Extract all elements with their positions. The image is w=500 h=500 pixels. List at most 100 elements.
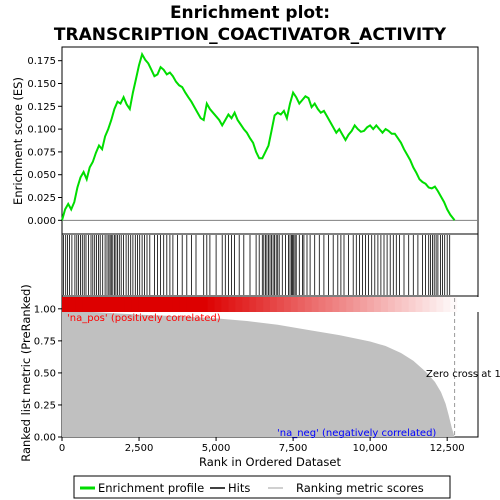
rank-gradient-segment (380, 297, 389, 312)
rank-gradient-segment (450, 297, 458, 312)
rank-gradient-segment (471, 297, 479, 312)
metric-tick-label: 1.00 (34, 304, 56, 315)
x-axis-label: Rank in Ordered Dataset (199, 455, 342, 469)
rank-gradient-segment (415, 297, 423, 312)
rank-gradient-segment (443, 297, 451, 312)
rank-gradient-segment (75, 297, 84, 312)
rank-gradient-segment (179, 297, 188, 312)
rank-gradient-segment (270, 297, 278, 312)
metric-tick-label: 0.25 (34, 400, 56, 411)
rank-gradient-segment (346, 297, 354, 312)
rank-gradient-segment (353, 297, 361, 312)
rank-gradient-segment (387, 297, 396, 312)
legend-hits-label: Hits (228, 481, 250, 495)
metric-tick-label: 0.50 (34, 368, 56, 379)
rank-gradient-segment (68, 297, 77, 312)
legend-metric-label: Ranking metric scores (296, 481, 424, 495)
rank-gradient-segment (62, 297, 70, 312)
rank-gradient-segment (200, 297, 209, 312)
metric-tick-label: 0.00 (34, 433, 56, 444)
rank-gradient-segment (145, 297, 153, 312)
rank-gradient-segment (242, 297, 250, 312)
rank-gradient-bar (62, 297, 479, 312)
rank-gradient-segment (263, 297, 271, 312)
rank-gradient-segment (193, 297, 202, 312)
rank-gradient-segment (124, 297, 132, 312)
rank-gradient-segment (429, 297, 437, 312)
rank-gradient-segment (207, 297, 215, 312)
rank-gradient-segment (401, 297, 410, 312)
rank-gradient-segment (318, 297, 326, 312)
rank-gradient-segment (367, 297, 375, 312)
rank-gradient-segment (221, 297, 229, 312)
neg-correlated-label: 'na_neg' (negatively correlated) (277, 428, 436, 439)
metric-axis-ticks: 0.00 0.25 0.50 0.75 1.00 (34, 304, 62, 444)
rank-gradient-segment (152, 297, 160, 312)
x-tick-label: 2,500 (125, 443, 154, 454)
es-line (61, 51, 456, 221)
x-tick-label: 10,000 (353, 443, 388, 454)
rank-gradient-segment (290, 297, 299, 312)
rank-gradient-segment (339, 297, 347, 312)
rank-gradient-segment (408, 297, 417, 312)
es-tick-label: 0.050 (27, 170, 56, 181)
rank-gradient-segment (117, 297, 125, 312)
rank-gradient-segment (422, 297, 430, 312)
x-tick-label: 7,500 (279, 443, 308, 454)
x-axis-ticks: 0 2,500 5,000 7,500 10,000 12,500 (59, 437, 465, 454)
es-tick-label: 0.100 (27, 125, 56, 136)
rank-gradient-segment (249, 297, 257, 312)
metric-tick-label: 0.75 (34, 336, 56, 347)
x-tick-label: 0 (59, 443, 65, 454)
rank-gradient-segment (457, 297, 465, 312)
es-tick-label: 0.075 (27, 147, 56, 158)
es-tick-label: 0.125 (27, 102, 56, 113)
es-tick-label: 0.175 (27, 56, 56, 67)
legend-es-label: Enrichment profile (98, 481, 204, 495)
metric-area (62, 302, 455, 437)
rank-gradient-segment (89, 297, 98, 312)
rank-gradient-segment (311, 297, 319, 312)
rank-gradient-segment (436, 297, 444, 312)
es-axis-ticks: 0.000 0.025 0.050 0.075 0.100 0.125 0.150 0.175 (27, 56, 62, 227)
rank-gradient-segment (276, 297, 285, 312)
rank-gradient-segment (374, 297, 382, 312)
zero-cross-label: Zero cross at 12742 (426, 369, 500, 380)
rank-gradient-segment (256, 297, 264, 312)
rank-gradient-segment (186, 297, 195, 312)
rank-gradient-segment (464, 297, 472, 312)
rank-gradient-segment (214, 297, 222, 312)
y-axis-label-metric: Ranked list metric (PreRanked) (19, 284, 33, 462)
rank-gradient-segment (332, 297, 340, 312)
pos-correlated-label: 'na_pos' (positively correlated) (67, 313, 221, 324)
x-tick-label: 12,500 (430, 443, 465, 454)
rank-gradient-segment (394, 297, 403, 312)
rank-gradient-segment (166, 297, 174, 312)
chart-title-line2: TRANSCRIPTION_COACTIVATOR_ACTIVITY (54, 25, 447, 45)
rank-gradient-segment (103, 297, 111, 312)
rank-gradient-segment (138, 297, 146, 312)
es-line-group (61, 51, 456, 221)
es-tick-label: 0.000 (27, 216, 56, 227)
rank-gradient-segment (325, 297, 333, 312)
es-tick-label: 0.150 (27, 79, 56, 90)
legend-box (73, 475, 451, 499)
rank-gradient-segment (159, 297, 167, 312)
rank-gradient-segment (110, 297, 118, 312)
rank-gradient-segment (228, 297, 236, 312)
rank-gradient-segment (360, 297, 368, 312)
y-axis-label-es: Enrichment score (ES) (11, 77, 25, 205)
x-tick-label: 5,000 (202, 443, 231, 454)
rank-gradient-segment (304, 297, 313, 312)
rank-gradient-segment (82, 297, 91, 312)
rank-gradient-segment (283, 297, 292, 312)
rank-gradient-segment (235, 297, 243, 312)
metric-area-group (62, 302, 455, 437)
hits-group (63, 235, 451, 295)
rank-gradient-segment (297, 297, 306, 312)
chart-title-line1: Enrichment plot: (170, 3, 330, 23)
es-tick-label: 0.025 (27, 193, 56, 204)
rank-gradient-segment (172, 297, 181, 312)
rank-gradient-segment (96, 297, 105, 312)
